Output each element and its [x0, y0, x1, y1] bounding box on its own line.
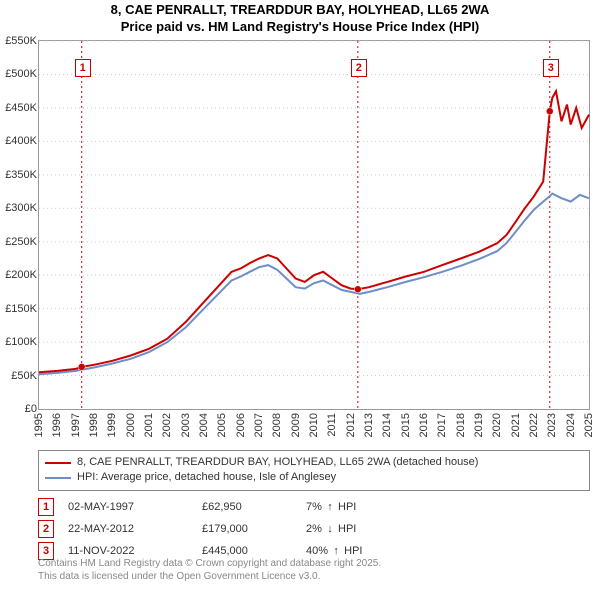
sale-dot-icon [78, 363, 85, 370]
y-axis-label: £550K [5, 35, 37, 47]
x-axis-label: 1999 [106, 413, 118, 437]
legend-label-hpi: HPI: Average price, detached house, Isle… [77, 470, 336, 485]
y-axis-label: £500K [5, 68, 37, 80]
x-axis-label: 2019 [473, 413, 485, 437]
chart-title-line2: Price paid vs. HM Land Registry's House … [0, 19, 600, 36]
sales-table: 1 02-MAY-1997 £62,950 7% ↑ HPI 2 22-MAY-… [38, 496, 590, 562]
y-axis-label: £150K [5, 303, 37, 315]
sale-marker-2-icon: 2 [351, 59, 367, 77]
sale-price: £445,000 [202, 545, 292, 557]
x-axis-label: 1997 [70, 413, 82, 437]
footnote-line2: This data is licensed under the Open Gov… [38, 571, 590, 584]
x-axis-label: 2016 [418, 413, 430, 437]
x-axis-label: 1996 [51, 413, 63, 437]
x-axis-label: 2001 [143, 413, 155, 437]
chart-container: 8, CAE PENRALLT, TREARDDUR BAY, HOLYHEAD… [0, 0, 600, 590]
sale-hpi: 40% ↑ HPI [306, 545, 590, 557]
y-axis-label: £300K [5, 202, 37, 214]
sale-date: 02-MAY-1997 [68, 501, 188, 513]
series-hpi-line [39, 194, 589, 375]
x-axis-label: 2015 [400, 413, 412, 437]
sale-hpi-tag: HPI [338, 523, 356, 535]
x-axis-label: 2009 [290, 413, 302, 437]
copyright-footnote: Contains HM Land Registry data © Crown c… [38, 558, 590, 583]
x-axis-label: 2025 [583, 413, 595, 437]
arrow-icon: ↑ [331, 545, 341, 557]
x-axis-label: 2022 [528, 413, 540, 437]
x-axis-label: 2023 [546, 413, 558, 437]
arrow-icon: ↑ [325, 501, 335, 513]
sale-marker-3-icon: 3 [543, 59, 559, 77]
sale-date: 22-MAY-2012 [68, 523, 188, 535]
chart-title-block: 8, CAE PENRALLT, TREARDDUR BAY, HOLYHEAD… [0, 0, 600, 36]
x-axis-label: 2003 [180, 413, 192, 437]
sale-marker-1: 1 [38, 498, 54, 516]
sale-hpi-tag: HPI [338, 501, 356, 513]
sale-hpi-tag: HPI [344, 545, 362, 557]
x-axis-label: 2005 [216, 413, 228, 437]
sale-dot-icon [354, 286, 361, 293]
sale-price: £62,950 [202, 501, 292, 513]
legend-item-hpi: HPI: Average price, detached house, Isle… [45, 470, 583, 485]
x-axis-label: 2024 [565, 413, 577, 437]
footnote-line1: Contains HM Land Registry data © Crown c… [38, 558, 590, 571]
chart-legend: 8, CAE PENRALLT, TREARDDUR BAY, HOLYHEAD… [38, 450, 590, 491]
sale-marker-1-icon: 1 [75, 59, 91, 77]
x-axis-label: 2021 [510, 413, 522, 437]
sale-date: 11-NOV-2022 [68, 545, 188, 557]
y-axis-label: £350K [5, 169, 37, 181]
x-axis-label: 2004 [198, 413, 210, 437]
legend-swatch-property [45, 462, 71, 464]
y-axis-label: £250K [5, 236, 37, 248]
x-axis-label: 1998 [88, 413, 100, 437]
table-row: 1 02-MAY-1997 £62,950 7% ↑ HPI [38, 496, 590, 518]
y-axis-label: £450K [5, 102, 37, 114]
x-axis-label: 2020 [491, 413, 503, 437]
sale-hpi-pct: 40% [306, 545, 328, 557]
x-axis-label: 2000 [125, 413, 137, 437]
x-axis-label: 1995 [33, 413, 45, 437]
x-axis-label: 2017 [436, 413, 448, 437]
x-axis-label: 2012 [345, 413, 357, 437]
legend-swatch-hpi [45, 477, 71, 479]
x-axis-label: 2010 [308, 413, 320, 437]
chart-plot-area: £0£50K£100K£150K£200K£250K£300K£350K£400… [38, 40, 590, 410]
sale-marker-2: 2 [38, 520, 54, 538]
y-axis-label: £50K [11, 370, 37, 382]
arrow-icon: ↓ [325, 523, 335, 535]
sale-dot-icon [546, 108, 553, 115]
x-axis-label: 2011 [326, 413, 338, 437]
sale-hpi: 7% ↑ HPI [306, 501, 590, 513]
x-axis-label: 2006 [235, 413, 247, 437]
legend-item-property: 8, CAE PENRALLT, TREARDDUR BAY, HOLYHEAD… [45, 455, 583, 470]
chart-title-line1: 8, CAE PENRALLT, TREARDDUR BAY, HOLYHEAD… [0, 2, 600, 19]
x-axis-label: 2018 [455, 413, 467, 437]
y-axis-label: £400K [5, 135, 37, 147]
x-axis-label: 2002 [161, 413, 173, 437]
x-axis-label: 2013 [363, 413, 375, 437]
table-row: 2 22-MAY-2012 £179,000 2% ↓ HPI [38, 518, 590, 540]
legend-label-property: 8, CAE PENRALLT, TREARDDUR BAY, HOLYHEAD… [77, 455, 478, 470]
y-axis-label: £100K [5, 336, 37, 348]
x-axis-label: 2007 [253, 413, 265, 437]
sale-hpi: 2% ↓ HPI [306, 523, 590, 535]
sale-hpi-pct: 2% [306, 523, 322, 535]
sale-price: £179,000 [202, 523, 292, 535]
x-axis-label: 2008 [271, 413, 283, 437]
y-axis-label: £200K [5, 269, 37, 281]
x-axis-label: 2014 [381, 413, 393, 437]
chart-svg [39, 41, 589, 409]
series-property-line [39, 91, 589, 372]
sale-hpi-pct: 7% [306, 501, 322, 513]
